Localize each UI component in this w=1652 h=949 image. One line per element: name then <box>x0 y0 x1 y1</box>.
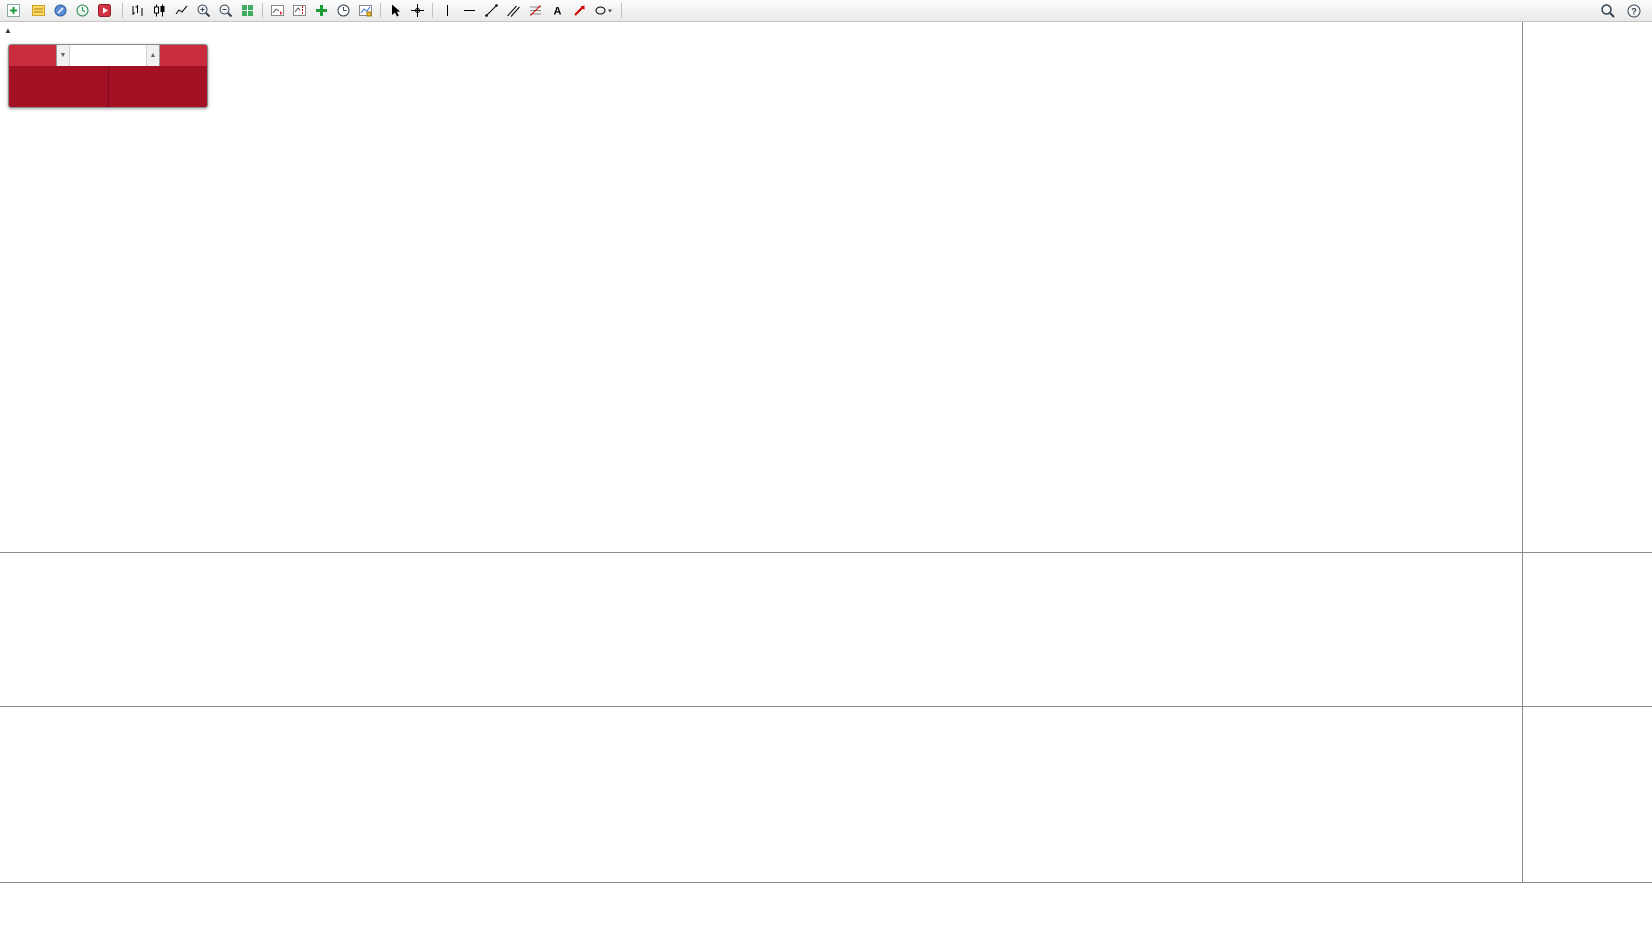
chart-shift-icon <box>292 3 307 18</box>
templates-icon <box>358 3 373 18</box>
tile-windows-icon <box>240 3 255 18</box>
zoom-in-icon <box>196 3 211 18</box>
equidistant-channel-icon <box>506 3 521 18</box>
main-toolbar: A ? <box>0 0 1652 22</box>
toolbar-separator <box>432 3 433 18</box>
indicators-icon <box>314 3 329 18</box>
cursor-icon <box>388 3 403 18</box>
market-watch-icon <box>75 3 90 18</box>
line-chart-icon <box>174 3 189 18</box>
quote-panel-toggle[interactable]: ▲ <box>4 26 12 35</box>
autotrading-button[interactable] <box>94 1 118 21</box>
periods-clock-icon <box>336 3 351 18</box>
toolbar-right: ? <box>1597 1 1649 21</box>
buy-price-button[interactable] <box>108 66 207 107</box>
zoom-out-icon <box>218 3 233 18</box>
new-order-icon <box>6 3 21 18</box>
sell-price-button[interactable] <box>9 66 109 107</box>
help-icon: ? <box>1626 3 1642 19</box>
shapes-tool-button[interactable] <box>591 1 617 21</box>
indicators-button[interactable] <box>311 1 332 21</box>
candlestick-chart-button[interactable] <box>149 1 170 21</box>
volume-increase-button[interactable]: ▲ <box>146 45 159 66</box>
toolbar-separator <box>621 3 622 18</box>
data-window-icon <box>31 3 46 18</box>
text-tool-icon: A <box>550 3 565 18</box>
chart-background[interactable] <box>0 22 1652 949</box>
navigator-icon <box>53 3 68 18</box>
horizontal-line-button[interactable] <box>459 1 480 21</box>
zoom-in-button[interactable] <box>193 1 214 21</box>
crosshair-icon <box>410 3 425 18</box>
fibonacci-button[interactable] <box>525 1 546 21</box>
toolbar-separator <box>122 3 123 18</box>
help-button[interactable]: ? <box>1623 1 1645 21</box>
channel-button[interactable] <box>503 1 524 21</box>
cursor-button[interactable] <box>385 1 406 21</box>
line-chart-button[interactable] <box>171 1 192 21</box>
arrows-tool-icon <box>572 3 587 18</box>
auto-scroll-icon <box>270 3 285 18</box>
templates-button[interactable] <box>355 1 376 21</box>
auto-scroll-button[interactable] <box>267 1 288 21</box>
crosshair-button[interactable] <box>407 1 428 21</box>
toolbar-separator <box>262 3 263 18</box>
vertical-line-button[interactable] <box>437 1 458 21</box>
data-window-button[interactable] <box>28 1 49 21</box>
toolbar-separator <box>380 3 381 18</box>
new-order-button[interactable] <box>3 1 27 21</box>
tile-windows-button[interactable] <box>237 1 258 21</box>
vertical-line-icon <box>440 3 455 18</box>
bar-chart-icon <box>130 3 145 18</box>
buy-button[interactable] <box>160 45 207 66</box>
volume-value[interactable] <box>70 45 146 66</box>
volume-stepper: ▼ ▲ <box>56 45 160 66</box>
bar-chart-button[interactable] <box>127 1 148 21</box>
trendline-button[interactable] <box>481 1 502 21</box>
sell-button[interactable] <box>9 45 56 66</box>
svg-text:?: ? <box>1631 6 1637 16</box>
zoom-out-button[interactable] <box>215 1 236 21</box>
trendline-icon <box>484 3 499 18</box>
arrows-tool-button[interactable] <box>569 1 590 21</box>
fibonacci-icon <box>528 3 543 18</box>
periods-button[interactable] <box>333 1 354 21</box>
candlestick-chart-icon <box>152 3 167 18</box>
one-click-trading-panel: ▼ ▲ <box>8 44 208 108</box>
text-tool-button[interactable]: A <box>547 1 568 21</box>
search-icon <box>1600 3 1616 19</box>
horizontal-line-icon <box>462 3 477 18</box>
shapes-tool-icon <box>594 3 614 18</box>
market-watch-button[interactable] <box>72 1 93 21</box>
volume-decrease-button[interactable]: ▼ <box>57 45 70 66</box>
svg-text:A: A <box>554 6 562 18</box>
search-button[interactable] <box>1597 1 1619 21</box>
autotrading-icon <box>97 3 112 18</box>
navigator-button[interactable] <box>50 1 71 21</box>
chart-shift-button[interactable] <box>289 1 310 21</box>
